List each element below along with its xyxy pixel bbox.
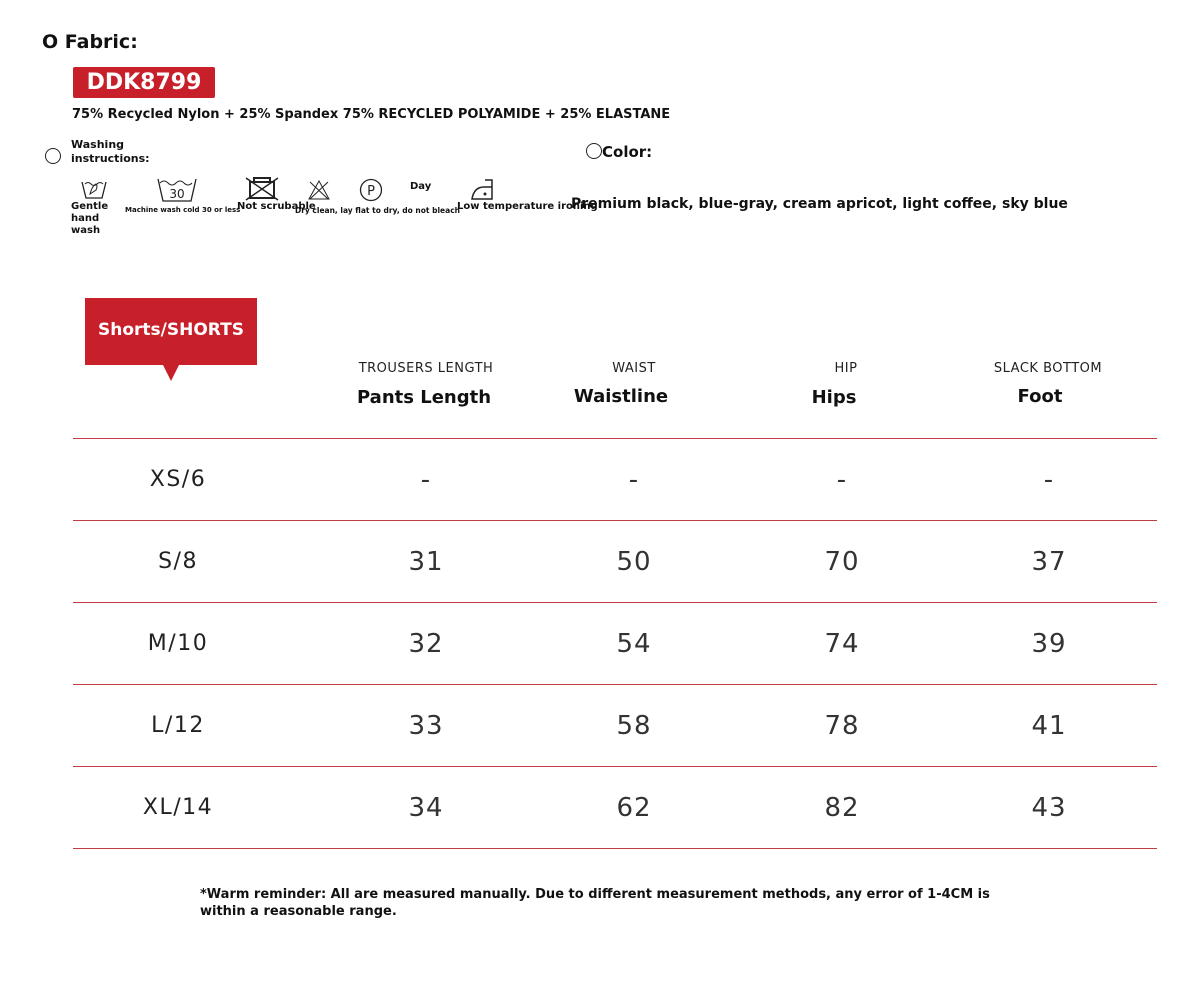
low-iron-label: Low temperature ironing <box>457 201 598 212</box>
fabric-title: O Fabric: <box>42 31 138 53</box>
washing-title-line2: instructions: <box>71 152 150 165</box>
value-cell: 43 <box>1031 792 1067 823</box>
washing-radio-icon <box>45 148 61 164</box>
value-cell: - <box>628 464 640 495</box>
value-cell: 41 <box>1031 710 1067 741</box>
value-cell: - <box>1043 464 1055 495</box>
color-label: Color: <box>602 143 653 161</box>
value-cell: 37 <box>1031 546 1067 577</box>
value-cell: - <box>836 464 848 495</box>
fabric-composition: 75% Recycled Nylon + 25% Spandex 75% REC… <box>72 107 671 122</box>
table-row: L/12 33 58 78 41 <box>73 685 1157 766</box>
value-cell: 39 <box>1031 628 1067 659</box>
row-divider <box>73 766 1157 767</box>
row-divider <box>73 848 1157 849</box>
value-cell: 32 <box>408 628 444 659</box>
shorts-tag: Shorts/SHORTS <box>85 298 257 365</box>
table-row: XS/6 - - - - <box>73 439 1157 520</box>
dry-clean-p-icon: P <box>359 178 383 202</box>
hand-wash-icon <box>81 181 107 199</box>
day-text: Day <box>410 181 432 192</box>
value-cell: 82 <box>824 792 860 823</box>
header-sub-hip: HIP <box>834 361 858 376</box>
color-radio-icon <box>586 143 602 159</box>
value-cell: - <box>420 464 432 495</box>
size-cell: M/10 <box>147 631 209 656</box>
row-divider <box>73 684 1157 685</box>
do-not-tumble-icon <box>245 177 279 201</box>
value-cell: 31 <box>408 546 444 577</box>
not-scrubable-label: Not scrubable <box>237 201 316 212</box>
warm-reminder-note: *Warm reminder: All are measured manuall… <box>200 887 990 919</box>
table-row: XL/14 34 62 82 43 <box>73 767 1157 848</box>
size-cell: XL/14 <box>142 795 214 820</box>
dry-clean-letter: P <box>367 184 375 199</box>
header-sub-waist: WAIST <box>612 361 656 376</box>
table-row: M/10 32 54 74 39 <box>73 603 1157 684</box>
washing-title: Washing instructions: <box>71 138 150 166</box>
fabric-code-badge: DDK8799 <box>73 67 215 98</box>
washing-title-line1: Washing <box>71 138 125 151</box>
value-cell: 54 <box>616 628 652 659</box>
row-divider <box>73 520 1157 521</box>
tag-arrow-icon <box>163 365 179 381</box>
header-length: Pants Length <box>356 387 492 408</box>
value-cell: 50 <box>616 546 652 577</box>
wash-temp: 30 <box>169 187 184 201</box>
value-cell: 58 <box>616 710 652 741</box>
size-cell: L/12 <box>151 713 205 738</box>
size-cell: XS/6 <box>149 467 207 492</box>
value-cell: 74 <box>824 628 860 659</box>
color-values: Premium black, blue-gray, cream apricot,… <box>571 196 1068 212</box>
value-cell: 62 <box>616 792 652 823</box>
header-hip: Hips <box>811 387 857 408</box>
machine-wash-label: Machine wash cold 30 or less <box>125 206 241 214</box>
value-cell: 78 <box>824 710 860 741</box>
size-cell: S/8 <box>158 549 198 574</box>
do-not-bleach-icon <box>308 179 330 200</box>
dry-clean-label: Dry clean, lay flat to dry, do not bleac… <box>295 206 460 215</box>
hand-wash-label: Gentle hand wash <box>71 201 109 236</box>
value-cell: 70 <box>824 546 860 577</box>
table-row: S/8 31 50 70 37 <box>73 521 1157 602</box>
low-iron-icon <box>471 179 493 200</box>
value-cell: 33 <box>408 710 444 741</box>
value-cell: 34 <box>408 792 444 823</box>
machine-wash-30-icon: 30 <box>157 178 197 202</box>
header-sub-foot: SLACK BOTTOM <box>993 361 1103 376</box>
row-divider <box>73 602 1157 603</box>
row-divider <box>73 438 1157 439</box>
header-foot: Foot <box>1017 386 1063 407</box>
header-sub-length: TROUSERS LENGTH <box>358 361 494 376</box>
header-waist: Waistline <box>573 386 669 407</box>
